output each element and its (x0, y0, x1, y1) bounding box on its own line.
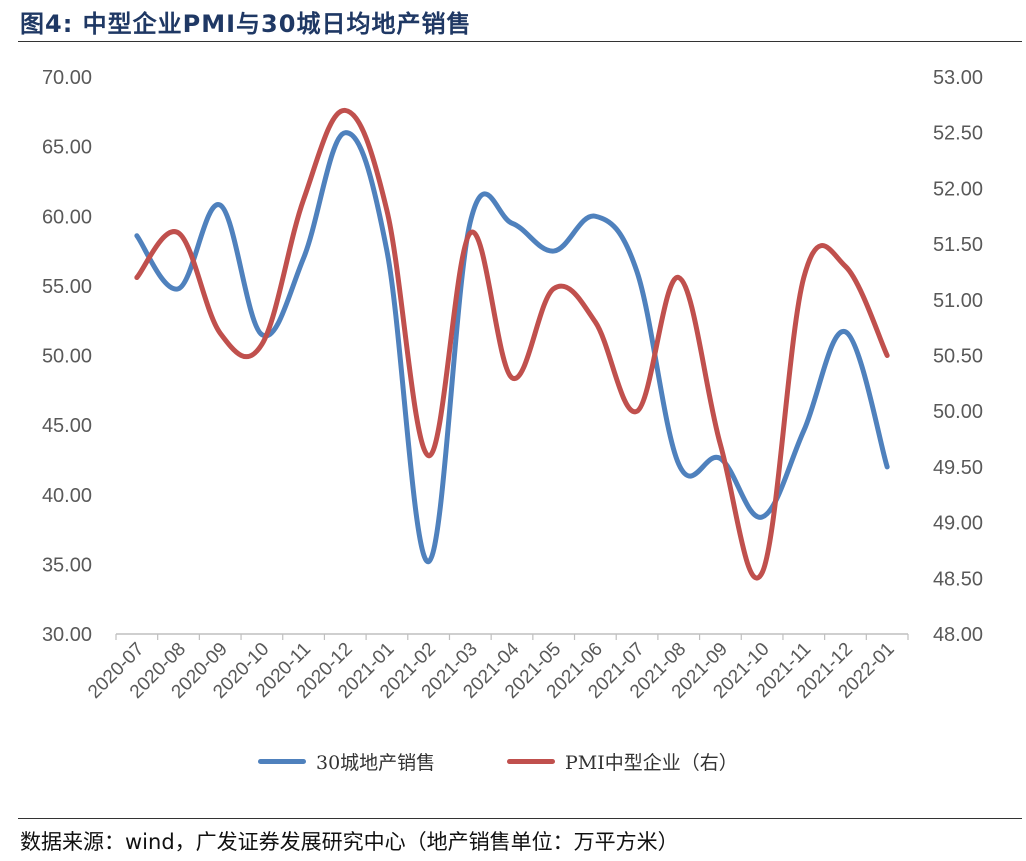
right-tick-label: 49.50 (933, 457, 983, 479)
left-axis-ticks: 70.00 65.00 60.00 55.00 50.00 45.00 40.00 35.00… (42, 67, 92, 646)
x-axis-ticks: 2020-072020-082020-092020-102020-112020-… (84, 634, 909, 703)
source-note: 数据来源：wind，广发证券发展研究中心（地产销售单位：万平方米） (20, 830, 679, 854)
left-tick-label: 55.00 (42, 276, 92, 298)
legend-swatch-pmi (507, 758, 555, 764)
top-divider (18, 41, 1022, 42)
left-tick-label: 65.00 (42, 137, 92, 159)
figure-title: 图4: 中型企业PMI与30城日均地产销售 (20, 10, 472, 38)
right-tick-label: 52.50 (933, 123, 983, 145)
left-tick-label: 45.00 (42, 415, 92, 437)
legend-item-pmi: PMI中型企业（右） (507, 746, 738, 776)
right-tick-label: 49.00 (933, 513, 983, 535)
series-line-pmi (134, 107, 890, 581)
left-tick-label: 35.00 (42, 554, 92, 576)
right-tick-label: 50.00 (933, 401, 983, 423)
legend-swatch-sales (258, 758, 306, 764)
legend-label-pmi: PMI中型企业（右） (565, 751, 738, 774)
series-lines (134, 107, 890, 581)
left-tick-label: 30.00 (42, 624, 92, 646)
right-tick-label: 53.00 (933, 67, 983, 89)
left-tick-label: 50.00 (42, 346, 92, 368)
right-tick-label: 51.00 (933, 290, 983, 312)
legend-label-sales: 30城地产销售 (316, 751, 436, 774)
right-tick-label: 48.00 (933, 624, 983, 646)
right-tick-label: 48.50 (933, 568, 983, 590)
legend-item-sales: 30城地产销售 (258, 746, 435, 776)
right-tick-label: 51.50 (933, 234, 983, 256)
left-tick-label: 40.00 (42, 485, 92, 507)
right-tick-label: 50.50 (933, 346, 983, 368)
right-tick-label: 52.00 (933, 178, 983, 200)
left-tick-label: 70.00 (42, 67, 92, 89)
left-tick-label: 60.00 (42, 206, 92, 228)
bottom-divider (18, 818, 1022, 819)
right-axis-ticks: 53.00 52.50 52.00 51.50 51.00 50.50 50.00 49.50… (933, 67, 983, 646)
